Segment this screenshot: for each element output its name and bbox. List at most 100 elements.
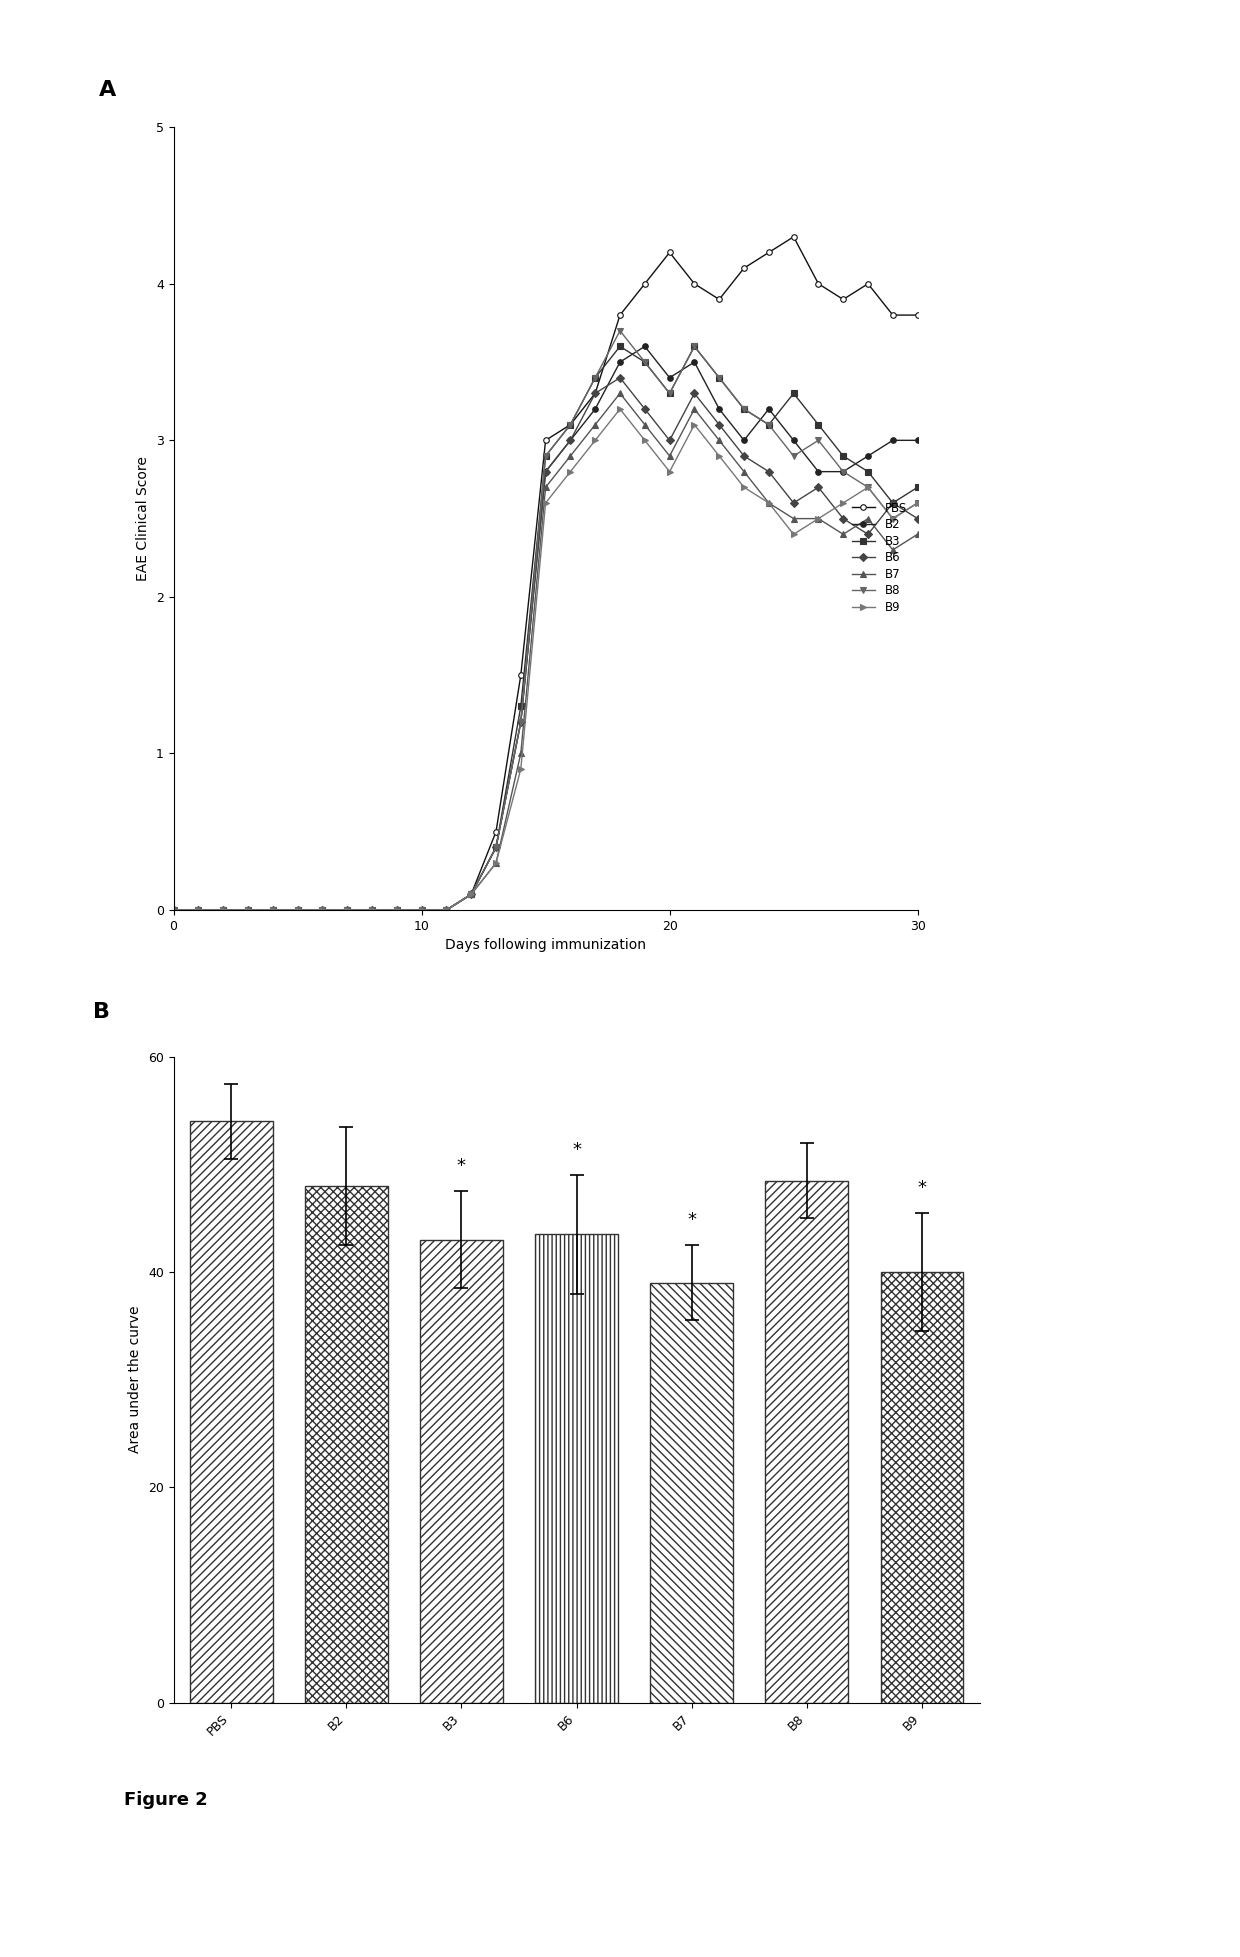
B8 xyxy=(588,366,603,389)
B2 xyxy=(414,898,429,922)
B8 xyxy=(389,898,404,922)
B6 xyxy=(588,382,603,405)
B8 xyxy=(563,413,578,436)
PBS xyxy=(365,898,379,922)
B6 xyxy=(910,507,925,530)
B3 xyxy=(340,898,355,922)
B8 xyxy=(290,898,305,922)
B9 xyxy=(861,476,875,499)
B8 xyxy=(315,898,330,922)
B7 xyxy=(885,538,900,562)
Bar xyxy=(765,1180,848,1703)
B2 xyxy=(265,898,280,922)
Line: B9: B9 xyxy=(171,407,920,912)
B9 xyxy=(786,523,801,546)
B6 xyxy=(191,898,206,922)
B6 xyxy=(712,413,727,436)
B7 xyxy=(563,444,578,468)
B3 xyxy=(836,444,851,468)
B9 xyxy=(315,898,330,922)
PBS xyxy=(290,898,305,922)
B3 xyxy=(389,898,404,922)
B9 xyxy=(216,898,231,922)
B3 xyxy=(910,476,925,499)
B2 xyxy=(662,366,677,389)
B2 xyxy=(613,350,627,374)
PBS xyxy=(761,241,776,264)
B2 xyxy=(191,898,206,922)
B6 xyxy=(340,898,355,922)
B2 xyxy=(786,429,801,452)
B2 xyxy=(861,444,875,468)
B8 xyxy=(538,444,553,468)
B2 xyxy=(439,898,454,922)
B7 xyxy=(489,851,503,875)
B9 xyxy=(414,898,429,922)
B9 xyxy=(241,898,255,922)
B7 xyxy=(910,523,925,546)
B6 xyxy=(290,898,305,922)
B3 xyxy=(761,413,776,436)
B9 xyxy=(885,507,900,530)
B7 xyxy=(340,898,355,922)
B8 xyxy=(761,413,776,436)
B8 xyxy=(687,335,702,358)
PBS xyxy=(687,272,702,296)
B6 xyxy=(464,883,479,906)
Text: *: * xyxy=(918,1178,926,1196)
B3 xyxy=(414,898,429,922)
B9 xyxy=(489,851,503,875)
Y-axis label: Area under the curve: Area under the curve xyxy=(129,1305,143,1454)
B9 xyxy=(712,444,727,468)
PBS xyxy=(588,382,603,405)
B7 xyxy=(290,898,305,922)
B6 xyxy=(637,397,652,421)
B8 xyxy=(637,350,652,374)
B6 xyxy=(389,898,404,922)
B2 xyxy=(365,898,379,922)
Text: B: B xyxy=(93,1002,110,1022)
B3 xyxy=(191,898,206,922)
B8 xyxy=(340,898,355,922)
PBS xyxy=(241,898,255,922)
B9 xyxy=(662,460,677,483)
B3 xyxy=(166,898,181,922)
PBS xyxy=(464,883,479,906)
B7 xyxy=(861,507,875,530)
B6 xyxy=(439,898,454,922)
B7 xyxy=(811,507,826,530)
B2 xyxy=(315,898,330,922)
B7 xyxy=(786,507,801,530)
Line: B2: B2 xyxy=(171,344,920,912)
B6 xyxy=(414,898,429,922)
B2 xyxy=(563,429,578,452)
PBS xyxy=(737,256,751,280)
B9 xyxy=(836,491,851,515)
PBS xyxy=(637,272,652,296)
B2 xyxy=(811,460,826,483)
B9 xyxy=(737,476,751,499)
B6 xyxy=(885,491,900,515)
PBS xyxy=(265,898,280,922)
B8 xyxy=(786,444,801,468)
B7 xyxy=(588,413,603,436)
PBS xyxy=(861,272,875,296)
B7 xyxy=(712,429,727,452)
B9 xyxy=(166,898,181,922)
B2 xyxy=(910,429,925,452)
B8 xyxy=(241,898,255,922)
PBS xyxy=(489,820,503,843)
PBS xyxy=(786,225,801,249)
B6 xyxy=(811,476,826,499)
B3 xyxy=(861,460,875,483)
B7 xyxy=(687,397,702,421)
PBS xyxy=(166,898,181,922)
B2 xyxy=(241,898,255,922)
B3 xyxy=(712,366,727,389)
B3 xyxy=(662,382,677,405)
B2 xyxy=(216,898,231,922)
B2 xyxy=(712,397,727,421)
B7 xyxy=(439,898,454,922)
B2 xyxy=(389,898,404,922)
B9 xyxy=(439,898,454,922)
